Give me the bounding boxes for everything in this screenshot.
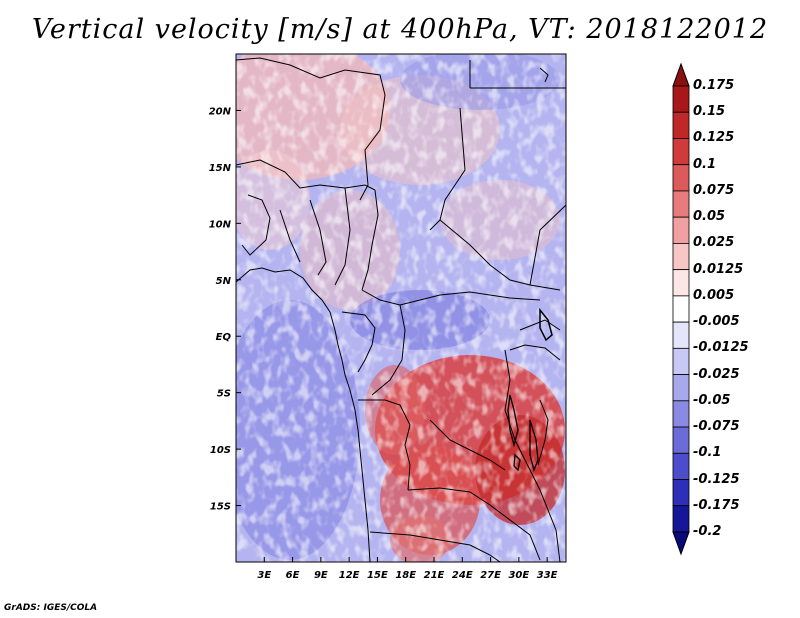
velocity-field bbox=[236, 54, 566, 562]
colorbar-label: 0.1 bbox=[693, 156, 717, 172]
lat-tick-label: 20N bbox=[209, 106, 232, 117]
colorbar-label: 0.075 bbox=[693, 182, 735, 198]
colorbar-label: -0.0125 bbox=[693, 340, 749, 356]
lat-tick-label: 10N bbox=[209, 219, 232, 230]
lon-tick-label: 18E bbox=[395, 570, 416, 581]
lon-tick-label: 21E bbox=[424, 570, 445, 581]
colorbar-segment bbox=[672, 295, 690, 323]
colorbar-bottom-arrow bbox=[672, 531, 690, 556]
colorbar-segment bbox=[672, 216, 690, 244]
lat-tick-label: 15N bbox=[209, 163, 232, 174]
colorbar-segment bbox=[672, 164, 690, 192]
colorbar-label: 0.0125 bbox=[693, 261, 744, 277]
colorbar-segment bbox=[672, 190, 690, 218]
colorbar-label: -0.05 bbox=[693, 392, 731, 408]
colorbar-segment bbox=[672, 138, 690, 166]
lon-axis: 3E 6E 9E 12E 15E 18E 21E 24E 27E 30E 33E bbox=[257, 557, 558, 581]
colorbar-segment bbox=[672, 374, 690, 402]
colorbar-label: -0.175 bbox=[693, 497, 740, 513]
colorbar-segment bbox=[672, 269, 690, 297]
colorbar bbox=[672, 62, 690, 556]
lon-tick-label: 15E bbox=[367, 570, 388, 581]
lon-tick-label: 33E bbox=[537, 570, 558, 581]
lon-tick-label: 30E bbox=[508, 570, 529, 581]
lon-tick-label: 3E bbox=[257, 570, 271, 581]
colorbar-label: 0.175 bbox=[693, 78, 735, 93]
lat-tick-label: EQ bbox=[216, 332, 232, 343]
colorbar-segment bbox=[672, 111, 690, 139]
colorbar-label: 0.125 bbox=[693, 130, 735, 146]
colorbar-label: 0.15 bbox=[693, 104, 726, 120]
colorbar-label: -0.075 bbox=[693, 419, 740, 435]
colorbar-label: -0.005 bbox=[693, 314, 740, 330]
colorbar-label: -0.2 bbox=[693, 524, 722, 539]
lon-tick-label: 12E bbox=[339, 570, 360, 581]
colorbar-segment bbox=[672, 85, 690, 113]
colorbar-label: -0.025 bbox=[693, 366, 740, 382]
colorbar-top-arrow bbox=[672, 62, 690, 87]
colorbar-label: 0.025 bbox=[693, 235, 735, 251]
lon-tick-label: 6E bbox=[286, 570, 300, 581]
colorbar-segment bbox=[672, 426, 690, 454]
lat-tick-label: 10S bbox=[210, 445, 231, 456]
lon-tick-label: 9E bbox=[314, 570, 328, 581]
lon-tick-label: 24E bbox=[452, 570, 473, 581]
lat-tick-label: 5S bbox=[217, 389, 231, 400]
lat-tick-label: 15S bbox=[210, 502, 231, 513]
colorbar-segment bbox=[672, 452, 690, 480]
colorbar-segment bbox=[672, 347, 690, 375]
colorbar-segment bbox=[672, 505, 690, 533]
colorbar-segment bbox=[672, 400, 690, 428]
colorbar-label: 0.005 bbox=[693, 287, 735, 303]
colorbar-segment bbox=[672, 479, 690, 507]
lat-axis: 20N 15N 10N 5N EQ 5S 10S 15S bbox=[209, 106, 241, 513]
country-borders bbox=[236, 57, 566, 562]
colorbar-label: -0.1 bbox=[693, 445, 722, 461]
grads-credit: GrADS: IGES/COLA bbox=[4, 603, 98, 613]
colorbar-label: -0.125 bbox=[693, 471, 740, 487]
colorbar-segment bbox=[672, 321, 690, 349]
lat-tick-label: 5N bbox=[216, 276, 232, 287]
chart-title: Vertical velocity [m/s] at 400hPa, VT: 2… bbox=[31, 14, 769, 45]
colorbar-label: 0.05 bbox=[693, 209, 726, 225]
lon-tick-label: 27E bbox=[480, 570, 501, 581]
colorbar-segment bbox=[672, 243, 690, 271]
